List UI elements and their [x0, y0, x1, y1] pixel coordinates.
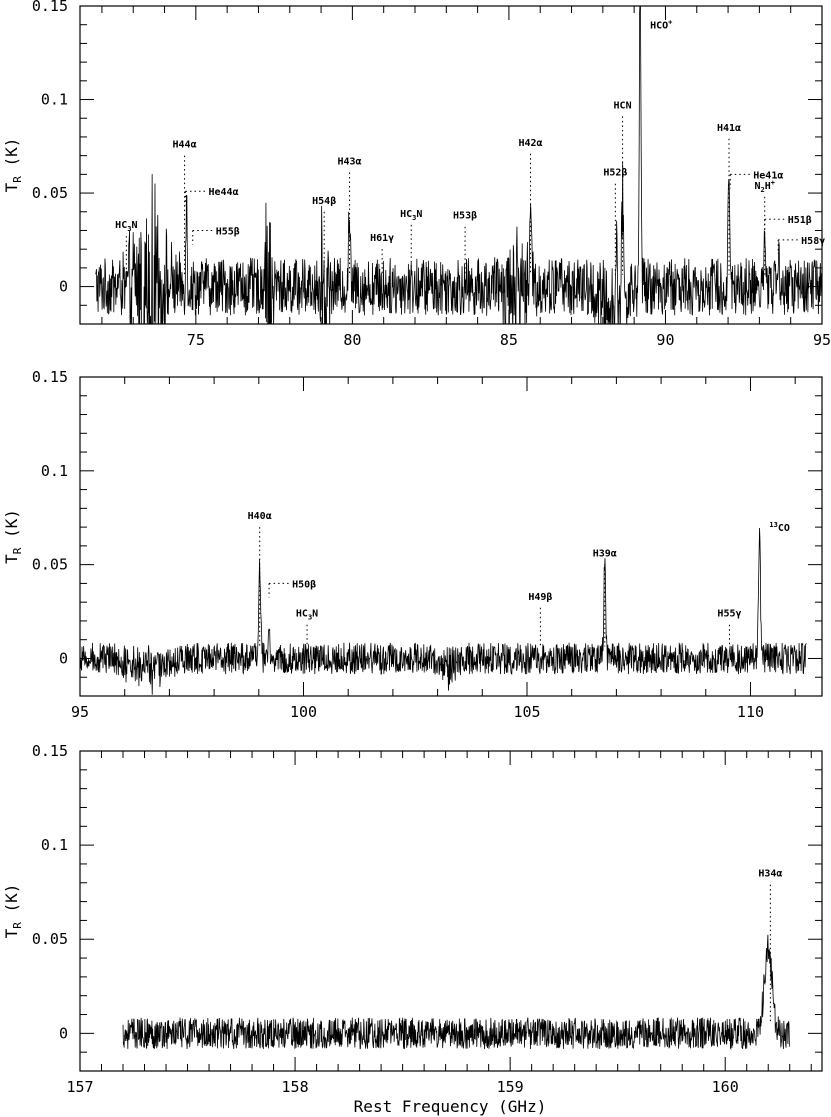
line-label: H53β [453, 211, 477, 222]
y-tick-label: 0.1 [41, 91, 68, 109]
panel-bottom-spectrum: 157 158 159 160 0 0.05 0.1 0.15 TR (K) H34α [2, 742, 823, 1096]
x-axis-title: Rest Frequency (GHz) [354, 1097, 547, 1116]
panel-middle-spectrum: 95 100 105 110 0 0.05 0.1 0.15 TR (K) H40α H50β HC3… [2, 368, 823, 721]
y-tick-label: 0.15 [32, 368, 68, 386]
x-tick-label: 105 [513, 703, 540, 721]
line-label: H39α [593, 549, 617, 560]
line-label: H49β [528, 592, 552, 603]
line-label: H44α [173, 140, 197, 151]
x-tick-label: 80 [343, 331, 361, 349]
line-label: He41α [753, 170, 783, 181]
line-label: He44α [209, 187, 239, 198]
plot-frame [79, 376, 823, 697]
y-tick-label: 0 [59, 278, 68, 296]
y-tick-label: 0.1 [41, 462, 68, 480]
y-axis-title: TR (K) [2, 884, 24, 939]
x-tick-label: 160 [712, 1078, 739, 1096]
x-tick-label: 100 [290, 703, 317, 721]
x-tick-label: 85 [500, 331, 518, 349]
line-label: H50β [292, 579, 316, 590]
line-label: HC3N [115, 220, 137, 233]
x-tick-label: 90 [656, 331, 674, 349]
line-label: H42α [518, 138, 542, 149]
line-label: H58γ [801, 236, 825, 247]
spectrum-trace [80, 527, 807, 695]
line-label: H43α [338, 156, 362, 167]
y-tick-label: 0 [59, 649, 68, 667]
line-label: H55β [216, 226, 240, 237]
panel-top-spectrum: 75 80 85 90 95 0 0.05 0.1 0.15 TR (K) HC3N H44α He44… [2, 0, 831, 349]
line-label: H40α [248, 511, 272, 522]
y-tick-label: 0 [59, 1024, 68, 1042]
line-label: H34α [758, 869, 782, 880]
y-tick-label: 0.05 [32, 930, 68, 948]
y-tick-label: 0.15 [32, 0, 68, 15]
line-label: H55γ [717, 609, 741, 620]
x-tick-label: 159 [497, 1078, 524, 1096]
y-tick-label: 0.05 [32, 184, 68, 202]
x-tick-label: 95 [813, 331, 831, 349]
line-label: H51β [788, 215, 812, 226]
line-label: HCO+ [650, 19, 672, 32]
x-tick-label: 75 [187, 331, 205, 349]
y-tick-label: 0.05 [32, 556, 68, 574]
plot-frame [79, 5, 823, 325]
y-tick-label: 0.1 [41, 836, 68, 854]
line-label: HC3N [296, 609, 318, 622]
x-tick-label: 158 [282, 1078, 309, 1096]
spectrum-trace [122, 934, 790, 1051]
line-label: H54β [312, 196, 336, 207]
line-label: N2H+ [754, 179, 775, 194]
x-tick-label: 157 [66, 1078, 93, 1096]
line-label: H41α [717, 123, 741, 134]
y-tick-label: 0.15 [32, 742, 68, 760]
y-axis-title: TR (K) [2, 509, 24, 564]
line-label: 13CO [769, 521, 789, 534]
plot-frame [79, 750, 823, 1072]
spectrum-trace [95, 6, 822, 324]
y-axis-title: TR (K) [2, 138, 24, 193]
line-label: HC3N [400, 209, 422, 222]
line-label: HCN [614, 100, 632, 111]
x-tick-label: 95 [71, 703, 89, 721]
line-label: H52β [603, 168, 627, 179]
line-label: H61γ [370, 233, 394, 244]
x-tick-label: 110 [737, 703, 764, 721]
